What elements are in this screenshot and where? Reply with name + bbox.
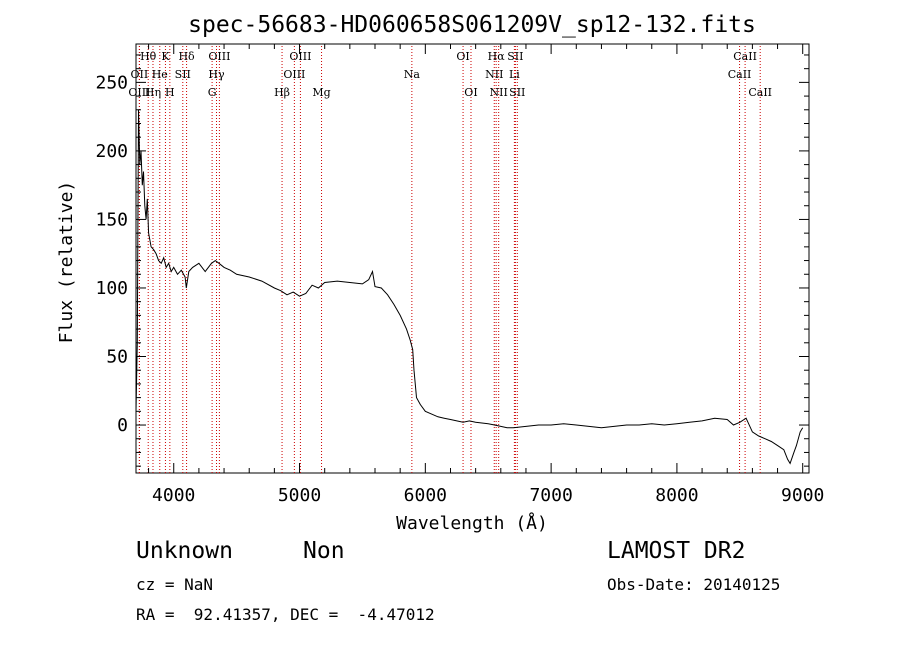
cz-label: cz = NaN	[136, 575, 213, 594]
coordinates-label: RA = 92.41357, DEC = -4.47012	[136, 605, 435, 624]
x-tick-label: 4000	[152, 485, 195, 506]
y-axis-ticks: 0 50 100 150 200 250	[95, 54, 809, 467]
line-marker-label: OIII	[128, 86, 150, 99]
line-marker-label: He	[152, 68, 168, 81]
line-marker-label: K	[161, 50, 170, 63]
x-axis-ticks: 4000 5000 6000 7000 8000 9000	[148, 44, 824, 506]
x-axis-label: Wavelength (Å)	[396, 512, 548, 534]
y-tick-label: 100	[95, 278, 128, 299]
y-tick-label: 50	[106, 346, 128, 367]
y-tick-label: 200	[95, 141, 128, 162]
line-marker-label: CaII	[728, 68, 752, 81]
line-marker-label: Hβ	[274, 86, 290, 99]
line-marker-label: OII	[131, 68, 149, 81]
line-marker-label: OIII	[283, 68, 305, 81]
obs-date-label: Obs-Date: 20140125	[607, 575, 780, 594]
line-marker-label: Hα	[488, 50, 506, 63]
subclass-label: Non	[303, 538, 345, 564]
line-marker-label: Hη	[145, 86, 161, 99]
line-marker-label: OIII	[208, 50, 230, 63]
line-marker-label: Na	[404, 68, 421, 81]
line-marker-label: Hγ	[208, 68, 225, 81]
line-marker-label: NII	[490, 86, 508, 99]
y-axis-label: Flux (relative)	[56, 181, 77, 344]
line-marker-label: OI	[456, 50, 469, 63]
class-label: Unknown	[136, 538, 233, 564]
line-marker-label: Hδ	[178, 50, 195, 63]
x-tick-label: 5000	[278, 485, 321, 506]
line-marker-label: G	[208, 86, 217, 99]
x-tick-label: 6000	[404, 485, 447, 506]
line-marker-label: SII	[507, 50, 523, 63]
x-tick-label: 7000	[529, 485, 572, 506]
line-marker-label: H	[165, 86, 175, 99]
line-marker-label: OI	[464, 86, 477, 99]
line-marker-label: SII	[509, 86, 525, 99]
y-tick-label: 0	[117, 415, 128, 436]
plot-frame	[135, 43, 810, 474]
line-marker-label: OIII	[289, 50, 311, 63]
line-marker-label: CaII	[733, 50, 757, 63]
line-marker-label: Hθ	[140, 50, 157, 63]
line-marker-label: CaII	[748, 86, 772, 99]
line-marker-label: NII	[485, 68, 503, 81]
x-tick-label: 9000	[781, 485, 824, 506]
y-tick-label: 250	[95, 72, 128, 93]
line-marker-label: Mg	[312, 86, 330, 99]
line-markers	[138, 46, 761, 473]
spectrum-line	[135, 109, 804, 465]
x-tick-label: 8000	[655, 485, 698, 506]
line-marker-label: SII	[175, 68, 191, 81]
chart-title: spec-56683-HD060658S061209V_sp12-132.fit…	[188, 12, 756, 38]
line-marker-label: Li	[509, 68, 520, 81]
y-tick-label: 150	[95, 209, 128, 230]
survey-label: LAMOST DR2	[607, 538, 745, 564]
